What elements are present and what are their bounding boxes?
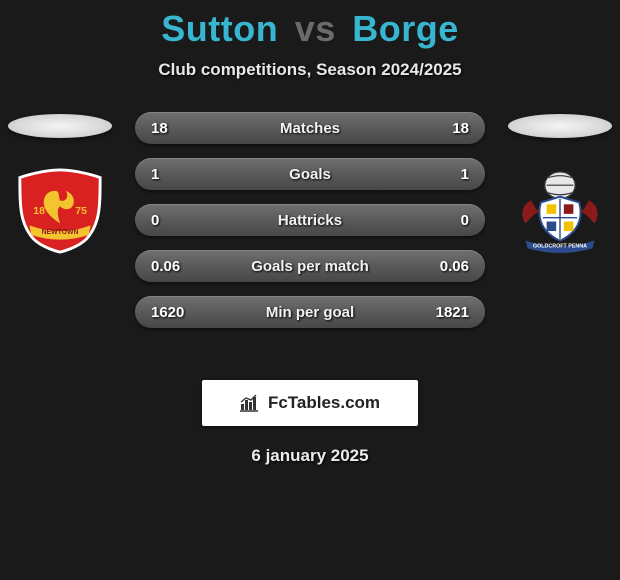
stat-row-goals-per-match: 0.06 Goals per match 0.06 — [135, 250, 485, 282]
left-platform-ellipse — [8, 114, 112, 138]
player2-name: Borge — [352, 8, 459, 49]
stat-row-goals: 1 Goals 1 — [135, 158, 485, 190]
stat-row-hattricks: 0 Hattricks 0 — [135, 204, 485, 236]
stat-row-matches: 18 Matches 18 — [135, 112, 485, 144]
player1-name: Sutton — [161, 8, 278, 49]
stat-left-value: 18 — [151, 120, 195, 137]
svg-text:18: 18 — [33, 205, 45, 217]
bar-chart-icon — [240, 394, 262, 412]
right-platform-ellipse — [508, 114, 612, 138]
stat-right-value: 1821 — [425, 304, 469, 321]
left-badge-column: 18 75 NEWTOWN — [0, 112, 120, 254]
stat-right-value: 18 — [425, 120, 469, 137]
svg-text:75: 75 — [75, 205, 87, 217]
vs-separator: vs — [295, 8, 336, 49]
brand-attribution[interactable]: FcTables.com — [202, 380, 418, 426]
stat-right-value: 1 — [425, 166, 469, 183]
stat-left-value: 1620 — [151, 304, 195, 321]
svg-text:GOLDCROFT PENNA: GOLDCROFT PENNA — [533, 243, 587, 249]
stat-right-value: 0 — [425, 212, 469, 229]
left-club-crest: 18 75 NEWTOWN — [12, 168, 108, 254]
comparison-content: 18 75 NEWTOWN GOLDCROFT — [0, 112, 620, 372]
svg-text:NEWTOWN: NEWTOWN — [42, 229, 79, 236]
stats-table: 18 Matches 18 1 Goals 1 0 Hattricks 0 0.… — [135, 112, 485, 342]
brand-text: FcTables.com — [268, 393, 380, 413]
right-badge-column: GOLDCROFT PENNA — [500, 112, 620, 254]
date-label: 6 january 2025 — [0, 446, 620, 466]
stat-left-value: 0.06 — [151, 258, 195, 275]
subtitle: Club competitions, Season 2024/2025 — [0, 60, 620, 80]
stat-right-value: 0.06 — [425, 258, 469, 275]
stat-row-min-per-goal: 1620 Min per goal 1821 — [135, 296, 485, 328]
right-club-crest: GOLDCROFT PENNA — [512, 168, 608, 254]
stat-left-value: 0 — [151, 212, 195, 229]
match-title: Sutton vs Borge — [0, 0, 620, 50]
stat-left-value: 1 — [151, 166, 195, 183]
